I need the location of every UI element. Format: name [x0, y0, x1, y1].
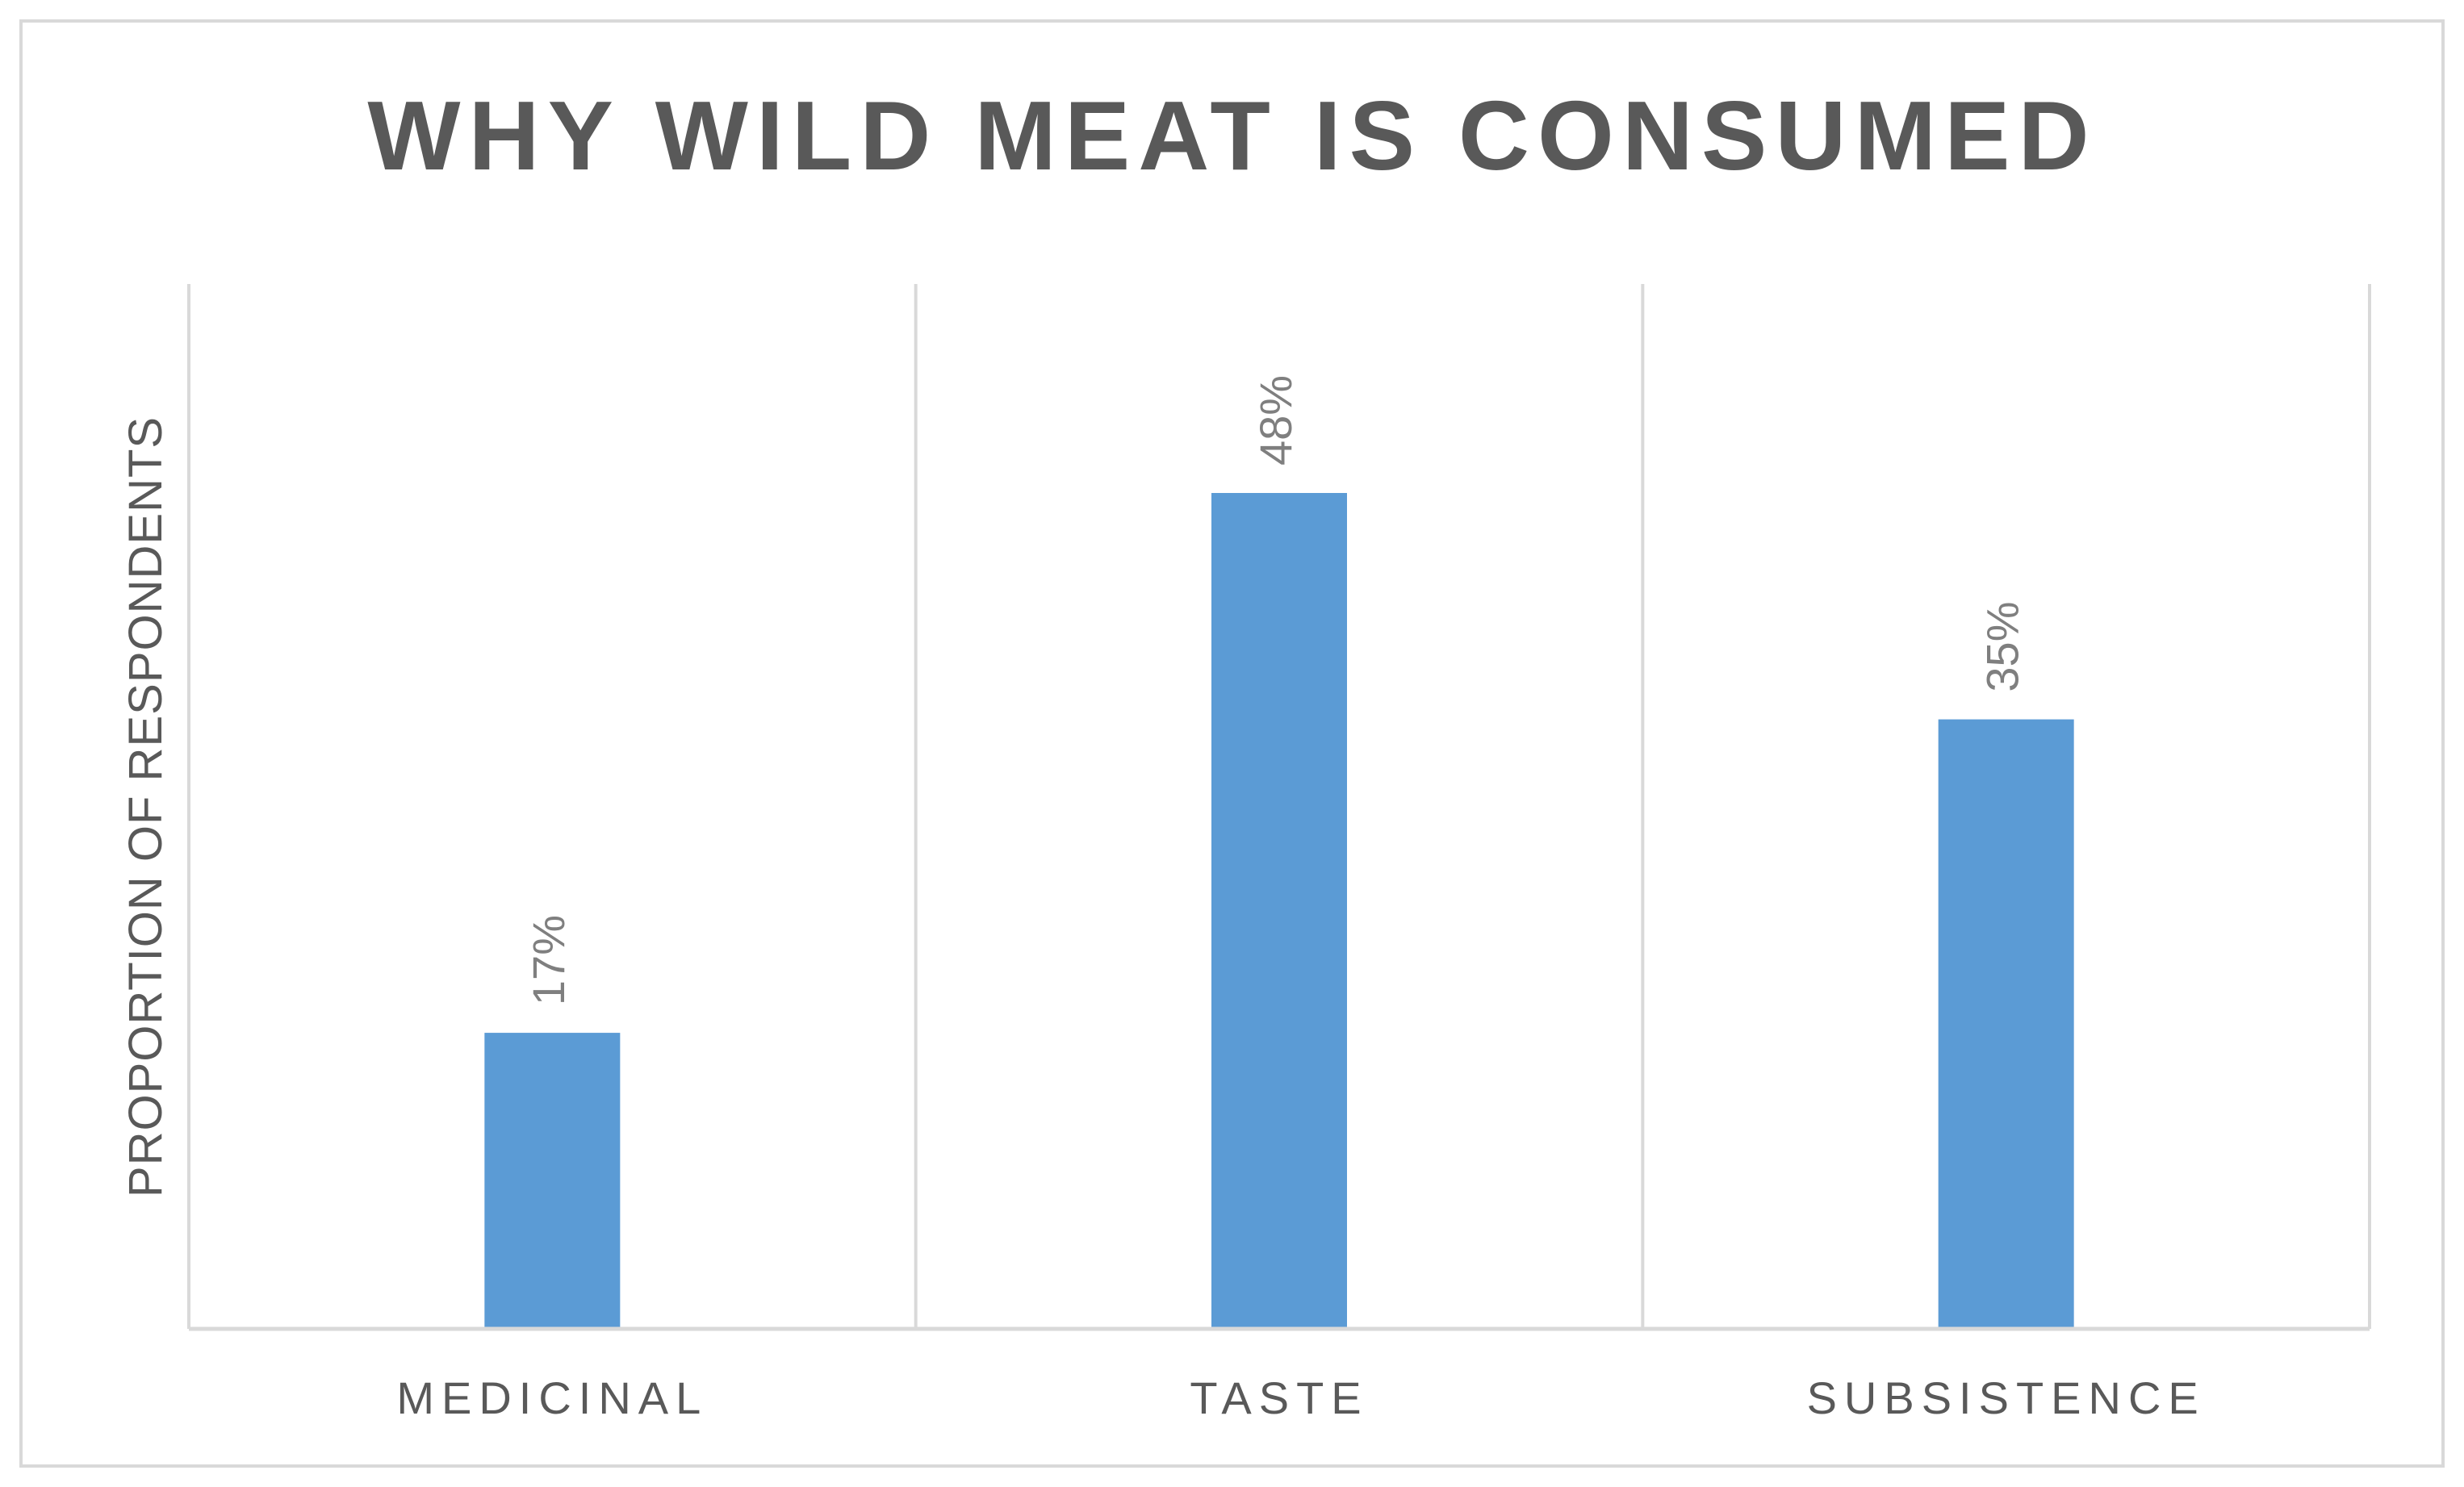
category-label: SUBSISTENCE — [1807, 1372, 2206, 1423]
grid-lines — [187, 284, 2371, 1329]
bar-medicinal — [484, 1033, 621, 1329]
chart-title: WHY WILD MEAT IS CONSUMED — [367, 81, 2097, 190]
data-label: 48% — [1250, 375, 1301, 466]
chart-border — [19, 19, 2445, 1468]
y-axis-title: PROPORTION OF RESPONDENTS — [119, 416, 172, 1197]
data-labels: 17% 48% 35% — [523, 375, 2027, 1005]
category-label: TASTE — [1190, 1372, 1368, 1423]
category-labels: MEDICINAL TASTE SUBSISTENCE — [396, 1372, 2206, 1423]
data-label: 35% — [1977, 601, 2027, 691]
bars — [484, 493, 2074, 1329]
data-label: 17% — [523, 915, 574, 1005]
bar-taste — [1211, 493, 1347, 1329]
bar-subsistence — [1938, 719, 2074, 1329]
category-label: MEDICINAL — [396, 1372, 708, 1423]
